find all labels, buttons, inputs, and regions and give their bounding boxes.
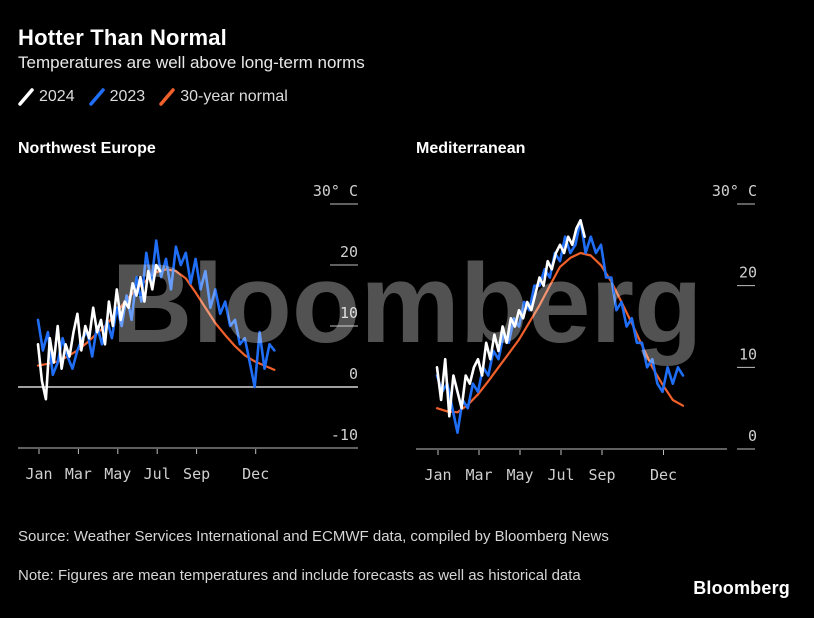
legend-label-2024: 2024 xyxy=(39,88,75,105)
chart-title: Hotter Than Normal xyxy=(18,25,227,50)
x-tick-label: Dec xyxy=(650,466,677,484)
chart-subtitle: Temperatures are well above long-term no… xyxy=(18,53,365,72)
x-tick-label: Mar xyxy=(65,465,92,483)
x-tick-label: Jan xyxy=(424,466,451,484)
legend-item-2024: 2024 xyxy=(18,88,75,106)
x-tick-label: May xyxy=(104,465,131,483)
y-tick-label: 10 xyxy=(739,345,757,363)
y-tick-label: -10 xyxy=(331,426,358,444)
y-tick-label: 0 xyxy=(349,365,358,383)
series-line-2024 xyxy=(435,219,586,418)
x-tick-label: Jul xyxy=(547,466,574,484)
y-tick-label: 20 xyxy=(340,243,358,261)
panel-mediterranean: 0 10 20 30° C Jan Mar May Jul Sep Dec xyxy=(416,182,757,484)
legend-swatch-normal xyxy=(159,88,175,106)
x-tick-label: Sep xyxy=(588,466,615,484)
y-tick-label: 10 xyxy=(340,304,358,322)
x-tick-label: May xyxy=(506,466,533,484)
legend-swatch-2023 xyxy=(88,88,105,106)
y-tick-label: 0 xyxy=(748,427,757,445)
x-tick-label: Mar xyxy=(465,466,492,484)
bloomberg-logo: Bloomberg xyxy=(693,578,790,598)
bloomberg-watermark: Bloomberg xyxy=(111,241,702,366)
x-tick-label: Dec xyxy=(242,465,269,483)
y-tick-label: 30° C xyxy=(313,182,358,200)
series-line-2023 xyxy=(36,239,276,389)
panel-northwest-europe: -10 0 10 20 30° C Jan Mar May Jul Sep Dec xyxy=(18,182,358,483)
x-tick-label: Sep xyxy=(183,465,210,483)
footnote: Note: Figures are mean temperatures and … xyxy=(18,567,581,584)
legend-item-2023: 2023 xyxy=(88,88,146,106)
legend-label-normal: 30-year normal xyxy=(180,88,288,105)
panel-title-mediterranean: Mediterranean xyxy=(416,140,526,157)
x-tick-label: Jul xyxy=(144,465,171,483)
y-tick-label: 20 xyxy=(739,264,757,282)
y-tick-label: 30° C xyxy=(712,182,757,200)
x-tick-label: Jan xyxy=(25,465,52,483)
series-line-2024 xyxy=(36,263,162,401)
legend-item-normal: 30-year normal xyxy=(159,88,288,106)
series-line-2023 xyxy=(435,219,685,435)
legend-swatch-2024 xyxy=(18,88,34,106)
source-note: Source: Weather Services International a… xyxy=(18,528,609,545)
legend: 2024 2023 30-year normal xyxy=(18,88,302,106)
legend-label-2023: 2023 xyxy=(109,88,146,105)
panel-title-northwest-europe: Northwest Europe xyxy=(18,140,156,157)
